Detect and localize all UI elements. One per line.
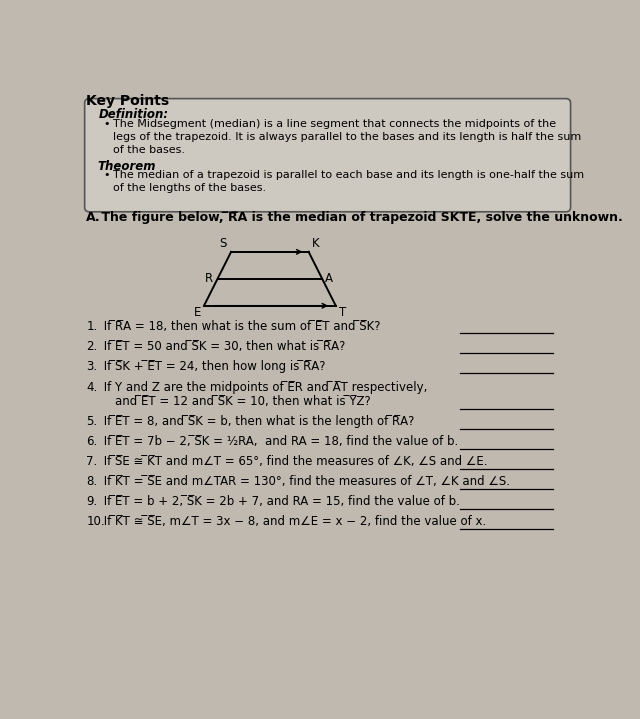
Text: If ̅S̅K + ̅E̅T = 24, then how long is ̅R̅A?: If ̅S̅K + ̅E̅T = 24, then how long is ̅R… — [100, 360, 326, 372]
Text: If ̅E̅T = b + 2, ̅S̅K = 2b + 7, and RA = 15, find the value of b.: If ̅E̅T = b + 2, ̅S̅K = 2b + 7, and RA =… — [100, 495, 460, 508]
Text: 10.: 10. — [86, 516, 105, 528]
Text: If ̅K̅T = ̅S̅E and m∠TAR = 130°, find the measures of ∠T, ∠K and ∠S.: If ̅K̅T = ̅S̅E and m∠TAR = 130°, find th… — [100, 475, 510, 488]
Text: 5.: 5. — [86, 415, 97, 428]
Text: If ̅E̅T = 7b − 2, ̅S̅K = ½RA,  and RA = 18, find the value of b.: If ̅E̅T = 7b − 2, ̅S̅K = ½RA, and RA = 1… — [100, 435, 458, 448]
Text: If ̅K̅T ≅ ̅S̅E, m∠T = 3x − 8, and m∠E = x − 2, find the value of x.: If ̅K̅T ≅ ̅S̅E, m∠T = 3x − 8, and m∠E = … — [100, 516, 486, 528]
Text: and ̅E̅T = 12 and ̅S̅K = 10, then what is ̅Y̅Z?: and ̅E̅T = 12 and ̅S̅K = 10, then what i… — [100, 395, 371, 408]
Text: Definition:: Definition: — [99, 108, 169, 121]
Text: A: A — [325, 273, 333, 285]
Text: If ̅R̅A = 18, then what is the sum of ̅E̅T and ̅S̅K?: If ̅R̅A = 18, then what is the sum of ̅E… — [100, 319, 381, 333]
Text: Theorem: Theorem — [97, 160, 156, 173]
Text: R: R — [205, 273, 213, 285]
Text: The figure below, ̅R̅A is the median of trapezoid SKTE, solve the unknown.: The figure below, ̅R̅A is the median of … — [97, 211, 623, 224]
Text: 7.: 7. — [86, 455, 97, 468]
Text: 6.: 6. — [86, 435, 97, 448]
Text: T: T — [339, 306, 346, 319]
Text: The Midsegment (median) is a line segment that connects the midpoints of the
leg: The Midsegment (median) is a line segmen… — [113, 119, 581, 155]
Text: •: • — [103, 170, 109, 180]
Text: The median of a trapezoid is parallel to each base and its length is one-half th: The median of a trapezoid is parallel to… — [113, 170, 584, 193]
Text: 1.: 1. — [86, 319, 97, 333]
Text: If ̅S̅E ≅ ̅K̅T and m∠T = 65°, find the measures of ∠K, ∠S and ∠E.: If ̅S̅E ≅ ̅K̅T and m∠T = 65°, find the m… — [100, 455, 488, 468]
Text: S: S — [219, 237, 227, 250]
Text: 2.: 2. — [86, 339, 97, 352]
Text: If ̅E̅T = 8, and ̅S̅K = b, then what is the length of ̅R̅A?: If ̅E̅T = 8, and ̅S̅K = b, then what is … — [100, 415, 415, 428]
Text: •: • — [103, 119, 109, 129]
Text: 4.: 4. — [86, 381, 97, 394]
Text: 9.: 9. — [86, 495, 97, 508]
Text: If ̅E̅T = 50 and ̅S̅K = 30, then what is ̅R̅A?: If ̅E̅T = 50 and ̅S̅K = 30, then what is… — [100, 339, 346, 352]
Text: A.: A. — [86, 211, 101, 224]
Text: E: E — [193, 306, 201, 319]
Text: 3.: 3. — [86, 360, 97, 372]
Text: Key Points: Key Points — [86, 94, 170, 108]
Text: K: K — [312, 237, 319, 250]
Text: If Y and Z are the midpoints of ̅E̅R and ̅A̅T respectively,: If Y and Z are the midpoints of ̅E̅R and… — [100, 381, 428, 394]
FancyBboxPatch shape — [84, 99, 571, 212]
Text: 8.: 8. — [86, 475, 97, 488]
